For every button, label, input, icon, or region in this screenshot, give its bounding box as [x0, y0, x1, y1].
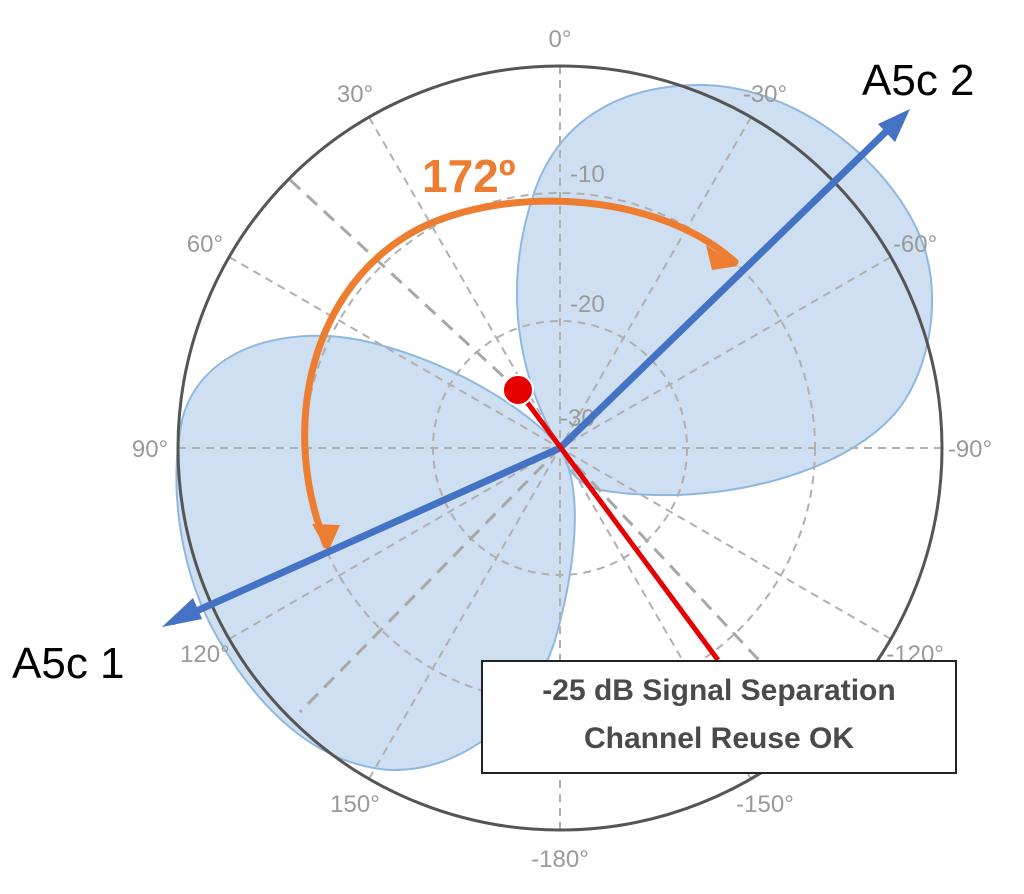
pointer-line	[515, 388, 721, 662]
angle-label-180: -180°	[531, 846, 589, 873]
angle-label-0: 0°	[549, 26, 572, 53]
antenna-a1-arrowhead	[162, 598, 202, 627]
antenna-vectors	[162, 109, 910, 627]
signal-pointer	[502, 374, 721, 662]
arc-arrowhead-a1	[312, 524, 340, 552]
ring-label-10: -10	[570, 161, 605, 188]
callout-line-1: -25 dB Signal Separation	[542, 674, 895, 707]
angle-label-neg90: -90°	[948, 436, 992, 463]
arc-arrowhead-a2	[706, 245, 738, 270]
outer-ring	[176, 64, 944, 832]
guide-line-upper	[286, 176, 522, 394]
guide-lines	[286, 176, 772, 714]
antenna-a1-label: A5c 1	[12, 639, 125, 688]
angle-label-neg30: -30°	[743, 81, 787, 108]
angle-label-neg150: -150°	[736, 791, 794, 818]
guide-line-lower-right	[558, 446, 772, 674]
angle-label-60: 60°	[187, 231, 223, 258]
ring-label-20: -20	[570, 291, 605, 318]
callout-box: -25 dB Signal Separation Channel Reuse O…	[481, 660, 957, 774]
antenna-a2-label: A5c 2	[862, 56, 975, 105]
separation-angle-label: 172º	[422, 150, 516, 202]
angle-label-90: 90°	[132, 436, 168, 463]
angle-label-150: 150°	[330, 791, 380, 818]
pattern-lobe-a1	[175, 334, 576, 772]
antenna-a1-vector	[170, 444, 562, 626]
angle-label-neg60: -60°	[893, 231, 937, 258]
angle-label-30: 30°	[337, 81, 373, 108]
pointer-dot	[502, 374, 534, 406]
callout-line-2: Channel Reuse OK	[584, 722, 854, 755]
separation-arc-path	[301, 197, 739, 549]
angle-label-120: 120°	[180, 641, 230, 668]
separation-arc: 172º	[301, 150, 739, 552]
guide-line-lower-left	[298, 446, 562, 714]
callout-frame	[481, 660, 957, 774]
antenna-a2-vector	[557, 117, 901, 451]
antenna-a2-arrowhead	[878, 109, 910, 142]
